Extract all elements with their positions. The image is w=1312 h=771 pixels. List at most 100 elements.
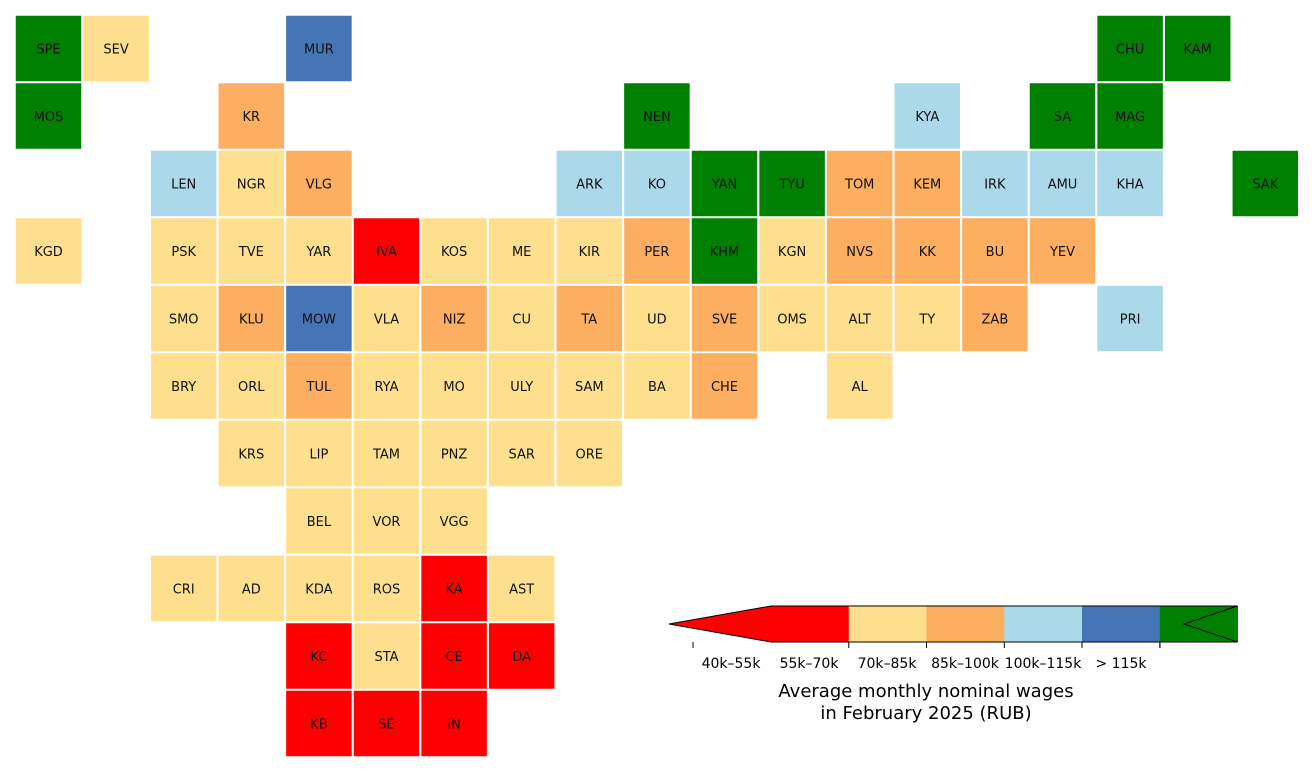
region-tile-mo: MO: [419, 351, 489, 421]
colorbar-title-line1: Average monthly nominal wages: [778, 681, 1073, 702]
region-tile-fill: [14, 216, 83, 286]
region-tile-alt: ALT: [825, 284, 894, 353]
region-tile-krs: KRS: [217, 419, 286, 488]
region-tile-fill: [487, 284, 556, 353]
region-tile-kc: KC: [284, 621, 354, 691]
region-tile-niz: NIZ: [419, 284, 489, 353]
colorbar-segment-4: [1082, 606, 1161, 642]
region-code-label: ULY: [510, 380, 533, 395]
region-tile-vla: VLA: [352, 284, 421, 353]
region-tile-spe: SPE: [14, 14, 83, 83]
region-tile-fill: [284, 14, 354, 83]
region-code-label: KYA: [915, 110, 939, 125]
region-tile-fill: [622, 284, 692, 353]
region-code-label: NVS: [846, 245, 873, 260]
region-tile-fill: [149, 149, 218, 218]
region-tile-fill: [825, 216, 894, 286]
region-tile-fill: [81, 14, 151, 83]
region-tile-kb: KB: [284, 689, 354, 758]
region-code-label: SVE: [712, 313, 737, 328]
colorbar-tick-label: 40k–55k: [702, 656, 762, 672]
region-tile-tam: TAM: [352, 419, 421, 488]
region-code-label: PNZ: [441, 448, 468, 463]
region-tile-fill: [487, 216, 556, 286]
region-code-label: ORL: [238, 380, 265, 395]
region-tile-irk: IRK: [960, 149, 1030, 218]
region-tile-kda: KDA: [284, 554, 354, 623]
colorbar-tick-label: 100k–115k: [1005, 656, 1083, 672]
colorbar-legend: 40k–55k 55k–70k 70k–85k 85k–100k 100k–115k > …: [668, 605, 1238, 724]
region-tile-fill: [14, 14, 83, 83]
region-tile-ngr: NGR: [217, 149, 286, 218]
region-tile-tyu: TYU: [757, 149, 827, 218]
region-tile-fill: [284, 486, 354, 556]
region-code-label: KLU: [239, 313, 264, 328]
region-tile-fill: [825, 149, 894, 218]
region-code-label: PER: [644, 245, 669, 260]
region-tile-fill: [1095, 284, 1165, 353]
region-tile-fill: [893, 284, 962, 353]
region-tile-zab: ZAB: [960, 284, 1030, 353]
region-tile-fill: [352, 554, 421, 623]
region-code-label: SAM: [575, 380, 604, 395]
region-tile-fill: [893, 216, 962, 286]
region-tile-sak: SAK: [1231, 149, 1300, 218]
region-tile-fill: [825, 284, 894, 353]
region-tile-kir: KIR: [555, 216, 624, 286]
region-tile-klu: KLU: [217, 284, 286, 353]
region-code-label: KHM: [710, 245, 740, 260]
region-code-label: VGG: [440, 515, 469, 530]
region-code-label: KOS: [441, 245, 467, 260]
region-tile-ros: ROS: [352, 554, 421, 623]
region-code-label: KC: [310, 650, 327, 665]
region-tile-ad: AD: [217, 554, 286, 623]
region-tile-ty: TY: [893, 284, 962, 353]
region-tile-kk: KK: [893, 216, 962, 286]
region-tile-fill: [419, 486, 489, 556]
region-code-label: AMU: [1048, 178, 1078, 193]
region-tile-fill: [1231, 149, 1300, 218]
colorbar-extend-high: [1184, 606, 1238, 642]
region-code-label: DA: [512, 650, 531, 665]
region-tile-uly: ULY: [487, 351, 556, 421]
region-tile-vlg: VLG: [284, 149, 354, 218]
region-tile-fill: [352, 419, 421, 488]
region-tile-fill: [825, 351, 894, 421]
region-code-label: KGN: [778, 245, 806, 260]
region-code-label: NEN: [643, 110, 671, 125]
region-code-label: LIP: [309, 448, 328, 463]
region-code-label: CHU: [1116, 43, 1144, 58]
region-tile-al: AL: [825, 351, 894, 421]
region-tile-fill: [1028, 149, 1097, 218]
region-tile-yev: YEV: [1028, 216, 1097, 286]
region-tile-rya: RYA: [352, 351, 421, 421]
region-code-label: PSK: [171, 245, 196, 260]
region-code-label: KR: [243, 110, 261, 125]
region-code-label: VLG: [306, 178, 332, 193]
region-code-label: ALT: [849, 313, 871, 328]
region-tile-fill: [284, 621, 354, 691]
region-code-label: KDA: [305, 583, 332, 598]
region-code-label: KA: [445, 583, 462, 598]
region-code-label: MOS: [34, 110, 64, 125]
region-tile-fill: [555, 419, 624, 488]
region-tile-tom: TOM: [825, 149, 894, 218]
region-tile-ark: ARK: [555, 149, 624, 218]
region-tile-pri: PRI: [1095, 284, 1165, 353]
region-tile-khm: KHM: [690, 216, 759, 286]
region-code-label: ARK: [576, 178, 603, 193]
region-code-label: KIR: [579, 245, 600, 260]
region-code-label: MO: [443, 380, 464, 395]
region-tile-fill: [487, 351, 556, 421]
region-tiles: SPE SEV MUR CHU KAM MOS KR NEN KYA SA MAG LEN NGR VLG…: [14, 14, 1300, 758]
colorbar-ticks: 40k–55k 55k–70k 70k–85k 85k–100k 100k–115k > …: [692, 642, 1161, 672]
region-code-label: SAR: [508, 448, 534, 463]
region-tile-bry: BRY: [149, 351, 218, 421]
region-code-label: TOM: [844, 178, 874, 193]
region-tile-fill: [487, 419, 556, 488]
region-code-label: AST: [509, 583, 534, 598]
region-tile-fill: [622, 351, 692, 421]
region-tile-orl: ORL: [217, 351, 286, 421]
region-code-label: CE: [445, 650, 462, 665]
region-tile-nen: NEN: [622, 81, 692, 151]
